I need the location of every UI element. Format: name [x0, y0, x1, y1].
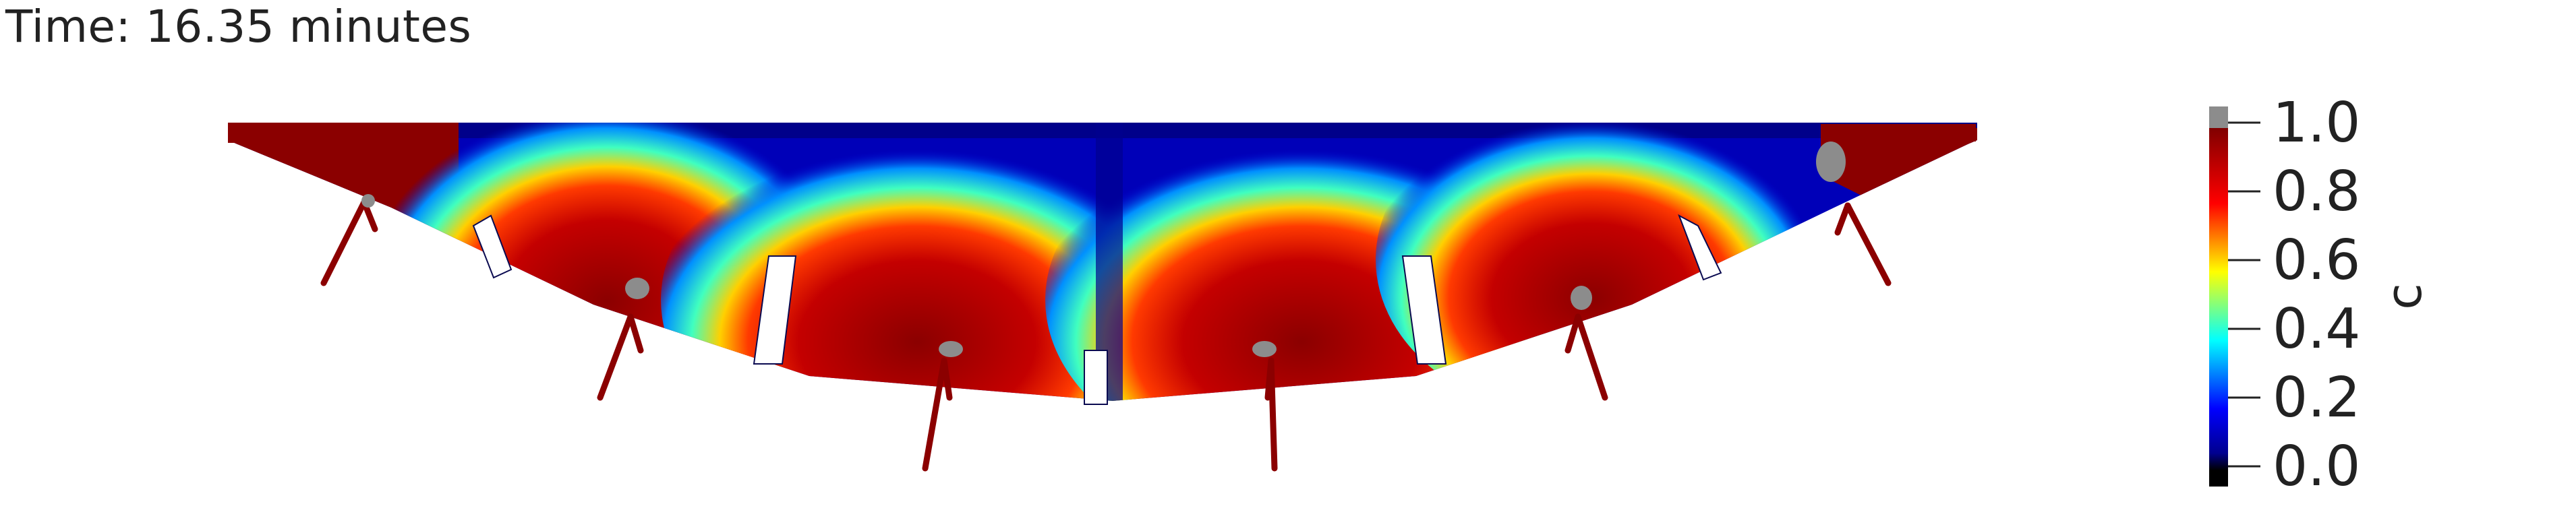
colorbar-tick-3: 0.6 [2273, 228, 2360, 292]
colorbar-tick-1: 1.0 [2273, 91, 2360, 155]
nozzle-heads [361, 142, 1846, 357]
colorbar-tick-5: 0.2 [2273, 366, 2360, 430]
colorbar-variable-label: c [2376, 283, 2432, 310]
flow-domain [228, 123, 1977, 401]
colorbar-tick-6: 0.0 [2273, 435, 2360, 499]
colorbar-above-range [2209, 106, 2228, 128]
colorbar-tick-2: 0.8 [2273, 160, 2360, 224]
colorbar-tick-4: 0.4 [2273, 297, 2360, 361]
time-label: Time: 16.35 minutes [5, 1, 472, 53]
baffles [472, 214, 1722, 405]
colorbar-gradient [2209, 128, 2228, 470]
colorbar: 1.0 0.8 0.6 0.4 0.2 0.0 c [2209, 91, 2432, 499]
colorbar-below-range [2209, 470, 2228, 487]
vortex-cell-4 [1376, 123, 1807, 401]
nozzles [320, 199, 1892, 472]
